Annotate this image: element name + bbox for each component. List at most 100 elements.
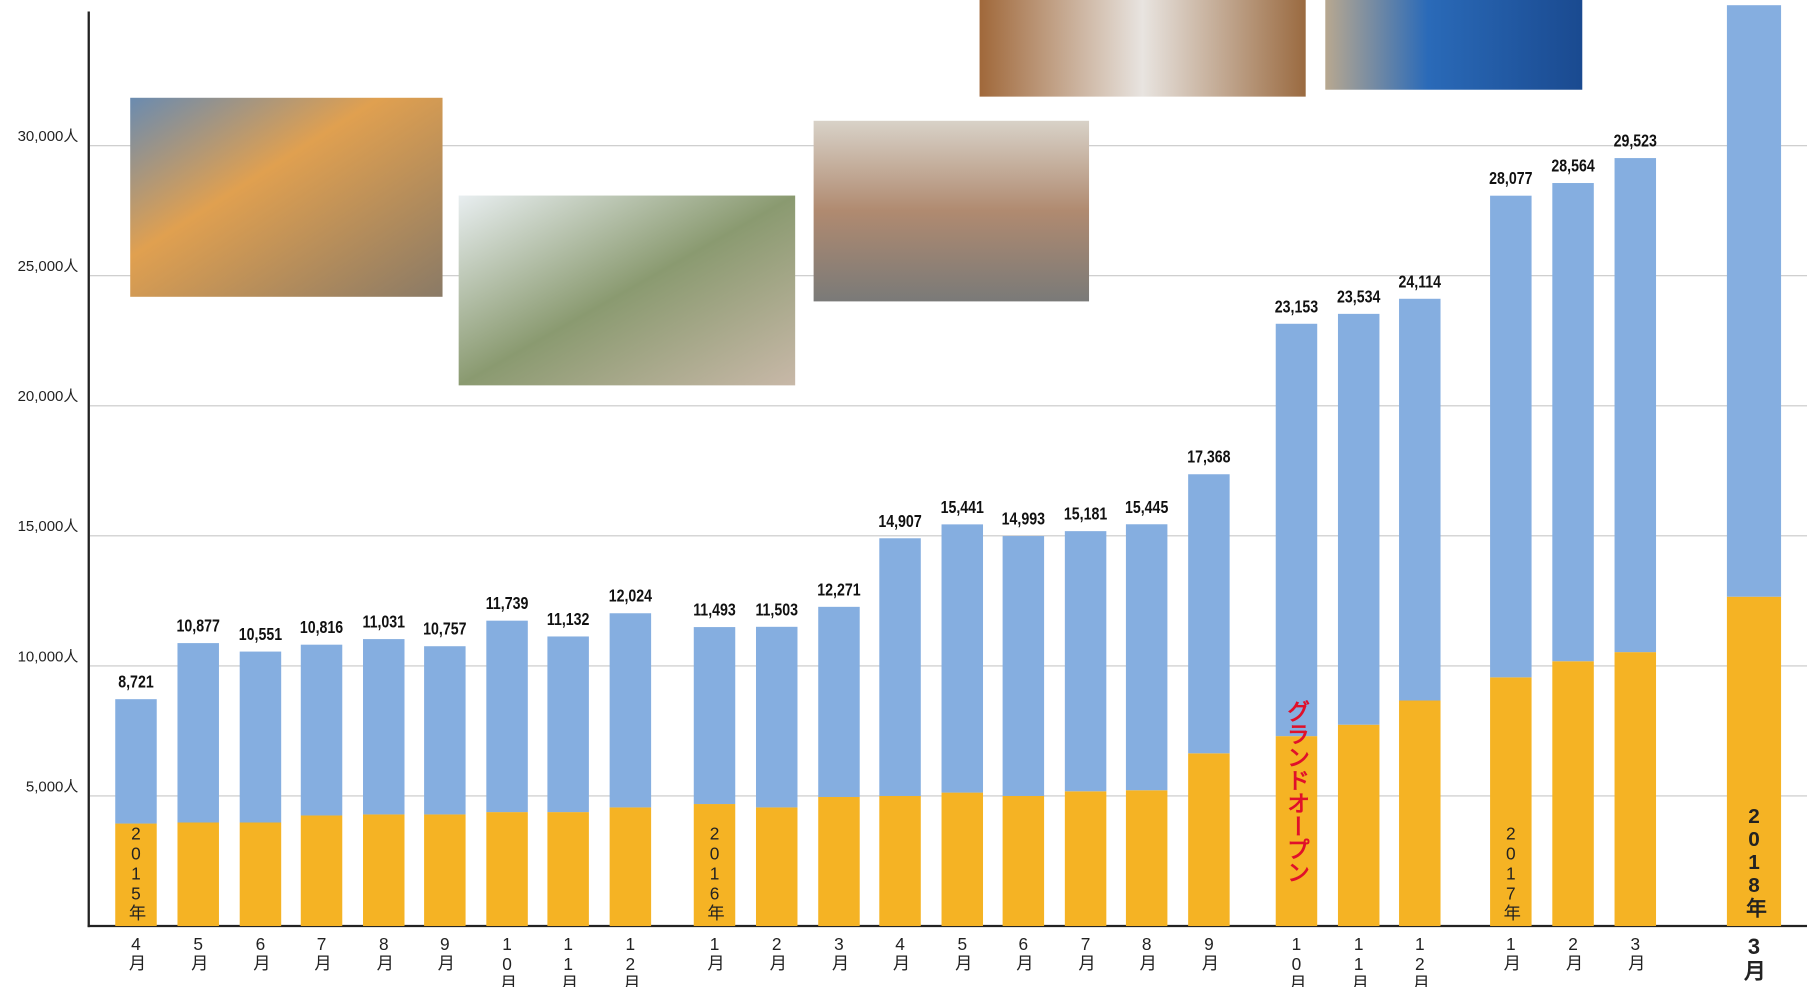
value-label: 11,503: [755, 601, 798, 620]
x-tick-label: 9月: [435, 934, 455, 971]
y-tick-label: 15,000人: [18, 518, 79, 535]
chart: 5,000人 10,000人 15,000人 20,000人 25,000人 30,000…: [0, 0, 1807, 987]
value-label: 11,493: [693, 601, 736, 620]
bar-segment: [115, 699, 156, 823]
bar-segment: [486, 621, 527, 812]
bar-segment: [363, 814, 404, 926]
x-tick-label: 4月: [126, 934, 146, 971]
bar-segment: [1399, 701, 1440, 927]
y-tick-label: 30,000人: [18, 128, 79, 145]
photo: [814, 121, 1089, 302]
bar-segment: [942, 524, 983, 792]
value-label: 10,816: [300, 619, 344, 638]
x-tick-label: 9月: [1199, 934, 1219, 971]
x-tick-label: 5月: [952, 934, 972, 971]
bar-segment: [1003, 796, 1044, 926]
bar-segment: [1188, 474, 1229, 753]
value-label: 11,132: [547, 611, 590, 630]
bar-segment: [879, 796, 920, 926]
year-label: 2016年: [704, 824, 724, 921]
x-tick-label: 7月: [312, 934, 332, 971]
bar-segment: [424, 646, 465, 814]
x-tick-label: 6月: [250, 934, 270, 971]
x-tick-label: 10月: [497, 934, 517, 987]
bar-segment: [942, 793, 983, 926]
bar-segment: [1065, 791, 1106, 926]
bar-segment: [1552, 183, 1593, 661]
x-tick-label: 11月: [1349, 934, 1369, 987]
y-tick-label: 10,000人: [18, 648, 79, 665]
bar-segment: [818, 797, 859, 926]
value-label: 24,114: [1399, 273, 1442, 292]
x-tick-label: 10月: [1286, 934, 1306, 987]
bar-segment: [1338, 314, 1379, 725]
y-tick-label: 5,000人: [26, 778, 78, 795]
value-label: 12,024: [609, 588, 653, 607]
x-tick-label: 1月: [704, 934, 724, 971]
value-label: 14,993: [1002, 510, 1046, 529]
x-tick-label: 3月: [829, 934, 849, 971]
bar-segment: [177, 823, 218, 927]
value-label: 15,441: [941, 499, 985, 518]
bar-segment: [756, 627, 797, 808]
bar-segment: [1615, 158, 1656, 652]
bar-segment: [240, 823, 281, 927]
x-tick-label: 3月: [1741, 934, 1766, 982]
x-tick-label: 2月: [1563, 934, 1583, 971]
y-tick-label: 20,000人: [18, 388, 79, 405]
page: 5,000人 10,000人 15,000人 20,000人 25,000人 30,000…: [0, 0, 1807, 987]
year-label: 2015年: [126, 824, 146, 921]
bar-segment: [610, 613, 651, 807]
bar-segment: [301, 815, 342, 926]
bar-segment: [177, 643, 218, 822]
value-label: 11,739: [486, 595, 529, 614]
bar-segment: [610, 807, 651, 926]
value-label: 12,271: [817, 581, 861, 600]
bar-segment: [1399, 299, 1440, 701]
x-tick-label: 8月: [1137, 934, 1157, 971]
y-tick-label: 25,000人: [18, 258, 79, 275]
bar-segment: [1552, 661, 1593, 926]
x-tick-label: 4月: [890, 934, 910, 971]
value-label: 29,523: [1614, 132, 1658, 151]
value-label: 23,534: [1337, 288, 1381, 307]
x-tick-label: 12月: [1410, 934, 1430, 987]
bar-segment: [879, 538, 920, 796]
value-label: 28,077: [1489, 170, 1533, 189]
value-label: 17,368: [1187, 449, 1231, 468]
x-tick-label: 7月: [1076, 934, 1096, 971]
x-tick-label: 1月: [1501, 934, 1521, 971]
value-label: 14,907: [878, 513, 922, 532]
photo: [130, 98, 442, 297]
x-tick-label: 3月: [1625, 934, 1645, 971]
bar-segment: [694, 627, 735, 804]
x-tick-label: 5月: [188, 934, 208, 971]
value-label: 15,181: [1064, 505, 1108, 524]
bar-segment: [486, 812, 527, 926]
bar-segment: [1490, 196, 1531, 678]
year-label: 2018年: [1742, 805, 1766, 918]
bar-segment: [424, 814, 465, 926]
bar-segment: [547, 636, 588, 812]
value-label: 10,757: [423, 621, 467, 640]
value-label: 10,551: [239, 626, 283, 645]
value-label: 23,153: [1275, 298, 1319, 317]
bar-segment: [301, 645, 342, 816]
x-tick-label: 2月: [767, 934, 787, 971]
bar-segment: [818, 607, 859, 797]
bar-segment: [1188, 753, 1229, 926]
value-label: 8,721: [118, 673, 154, 692]
bar-segment: [1727, 5, 1781, 597]
photo: [459, 196, 796, 386]
bar-segment: [1126, 524, 1167, 790]
year-label: 2017年: [1501, 824, 1521, 921]
bar-segment: [1276, 324, 1317, 736]
annotation: グランドオープン: [1283, 699, 1309, 883]
bar-segment: [1615, 652, 1656, 926]
bar-segment: [363, 639, 404, 814]
bar-segment: [756, 807, 797, 926]
photo: [980, 0, 1306, 97]
bar-segment: [547, 812, 588, 926]
x-tick-label: 8月: [374, 934, 394, 971]
x-tick-label: 12月: [620, 934, 640, 987]
